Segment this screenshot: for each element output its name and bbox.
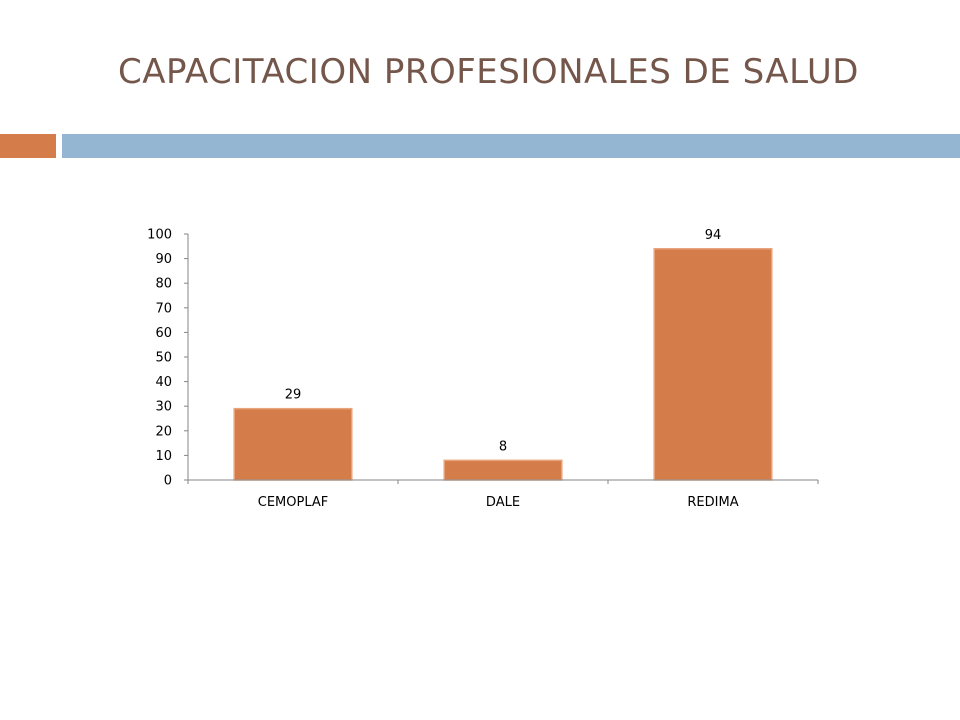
x-axis: CEMOPLAF DALE REDIMA bbox=[187, 479, 819, 510]
bars bbox=[233, 248, 773, 481]
bar-chart-svg: 0 10 20 30 40 50 60 70 80 90 100 29 8 94 CEMOPLAF DAL… bbox=[147, 228, 819, 510]
bar-dale bbox=[443, 459, 563, 481]
bar-cemoplaf bbox=[233, 407, 353, 481]
slide-title: CAPACITACION PROFESIONALES DE SALUD bbox=[118, 52, 859, 92]
data-label-redima: 94 bbox=[705, 228, 722, 243]
data-label-cemoplaf: 29 bbox=[285, 388, 302, 403]
y-tick-label: 10 bbox=[155, 449, 172, 464]
y-axis: 0 10 20 30 40 50 60 70 80 90 100 bbox=[147, 228, 189, 489]
data-labels: 29 8 94 bbox=[285, 228, 722, 455]
x-category-label-redima: REDIMA bbox=[687, 495, 738, 510]
bar-chart: 0 10 20 30 40 50 60 70 80 90 100 29 8 94 CEMOPLAF DAL… bbox=[120, 210, 840, 530]
y-tick-label: 40 bbox=[155, 375, 172, 390]
y-tick-label: 50 bbox=[155, 351, 172, 366]
y-tick-label: 80 bbox=[155, 277, 172, 292]
bar-redima bbox=[653, 248, 773, 481]
y-tick-label: 100 bbox=[147, 228, 172, 243]
y-tick-label: 60 bbox=[155, 326, 172, 341]
data-label-dale: 8 bbox=[499, 439, 507, 454]
y-tick-label: 30 bbox=[155, 400, 172, 415]
y-tick-label: 0 bbox=[164, 474, 172, 489]
y-tick-label: 90 bbox=[155, 252, 172, 267]
x-category-label-cemoplaf: CEMOPLAF bbox=[258, 495, 329, 510]
x-category-label-dale: DALE bbox=[486, 495, 520, 510]
accent-bar-blue bbox=[62, 134, 960, 158]
y-tick-label: 20 bbox=[155, 424, 172, 439]
y-tick-label: 70 bbox=[155, 301, 172, 316]
accent-bar-orange bbox=[0, 134, 56, 158]
